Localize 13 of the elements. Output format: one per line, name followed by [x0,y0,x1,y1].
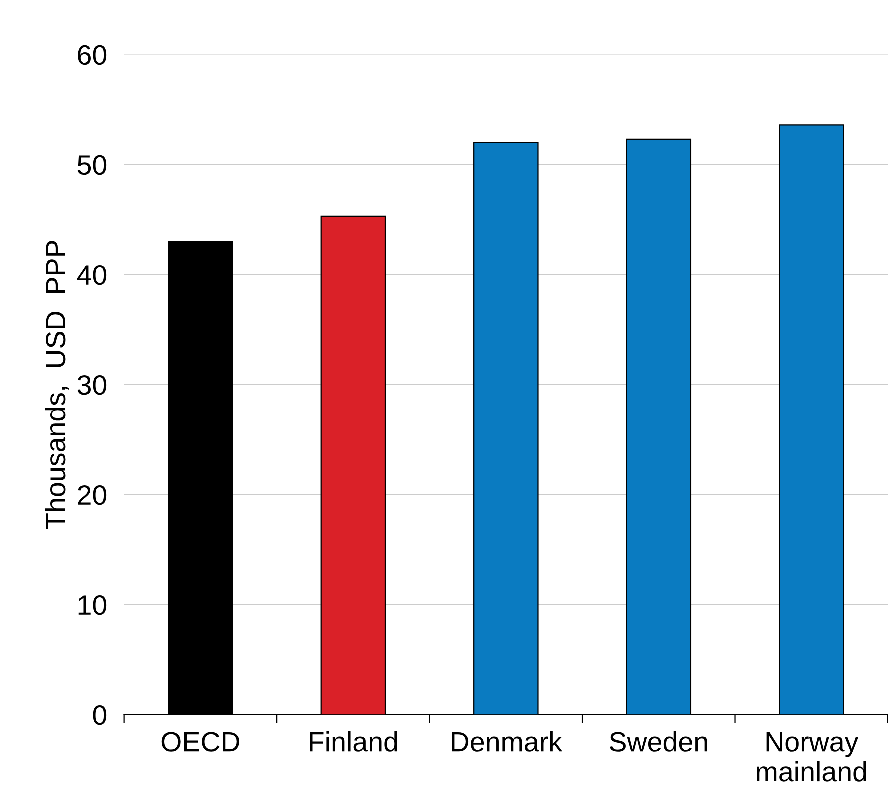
y-tick-label: 60 [78,45,107,66]
y-tick-label: 0 [93,706,107,726]
x-tick-label: Denmark [452,732,563,752]
y-tick-label: 30 [78,375,107,396]
y-tick-label: 50 [78,155,107,176]
x-tick-label: Sweden [610,732,708,752]
y-axis-title: Thousands, USD PPP [45,241,69,530]
y-tick-label: 20 [78,485,107,506]
x-tick-label: OECD [162,732,240,752]
x-tick-label: Norway mainland [757,732,866,782]
y-tick-label: 10 [78,595,107,616]
y-tick-label: 40 [77,265,107,286]
x-tick-label: Finland [310,732,398,752]
